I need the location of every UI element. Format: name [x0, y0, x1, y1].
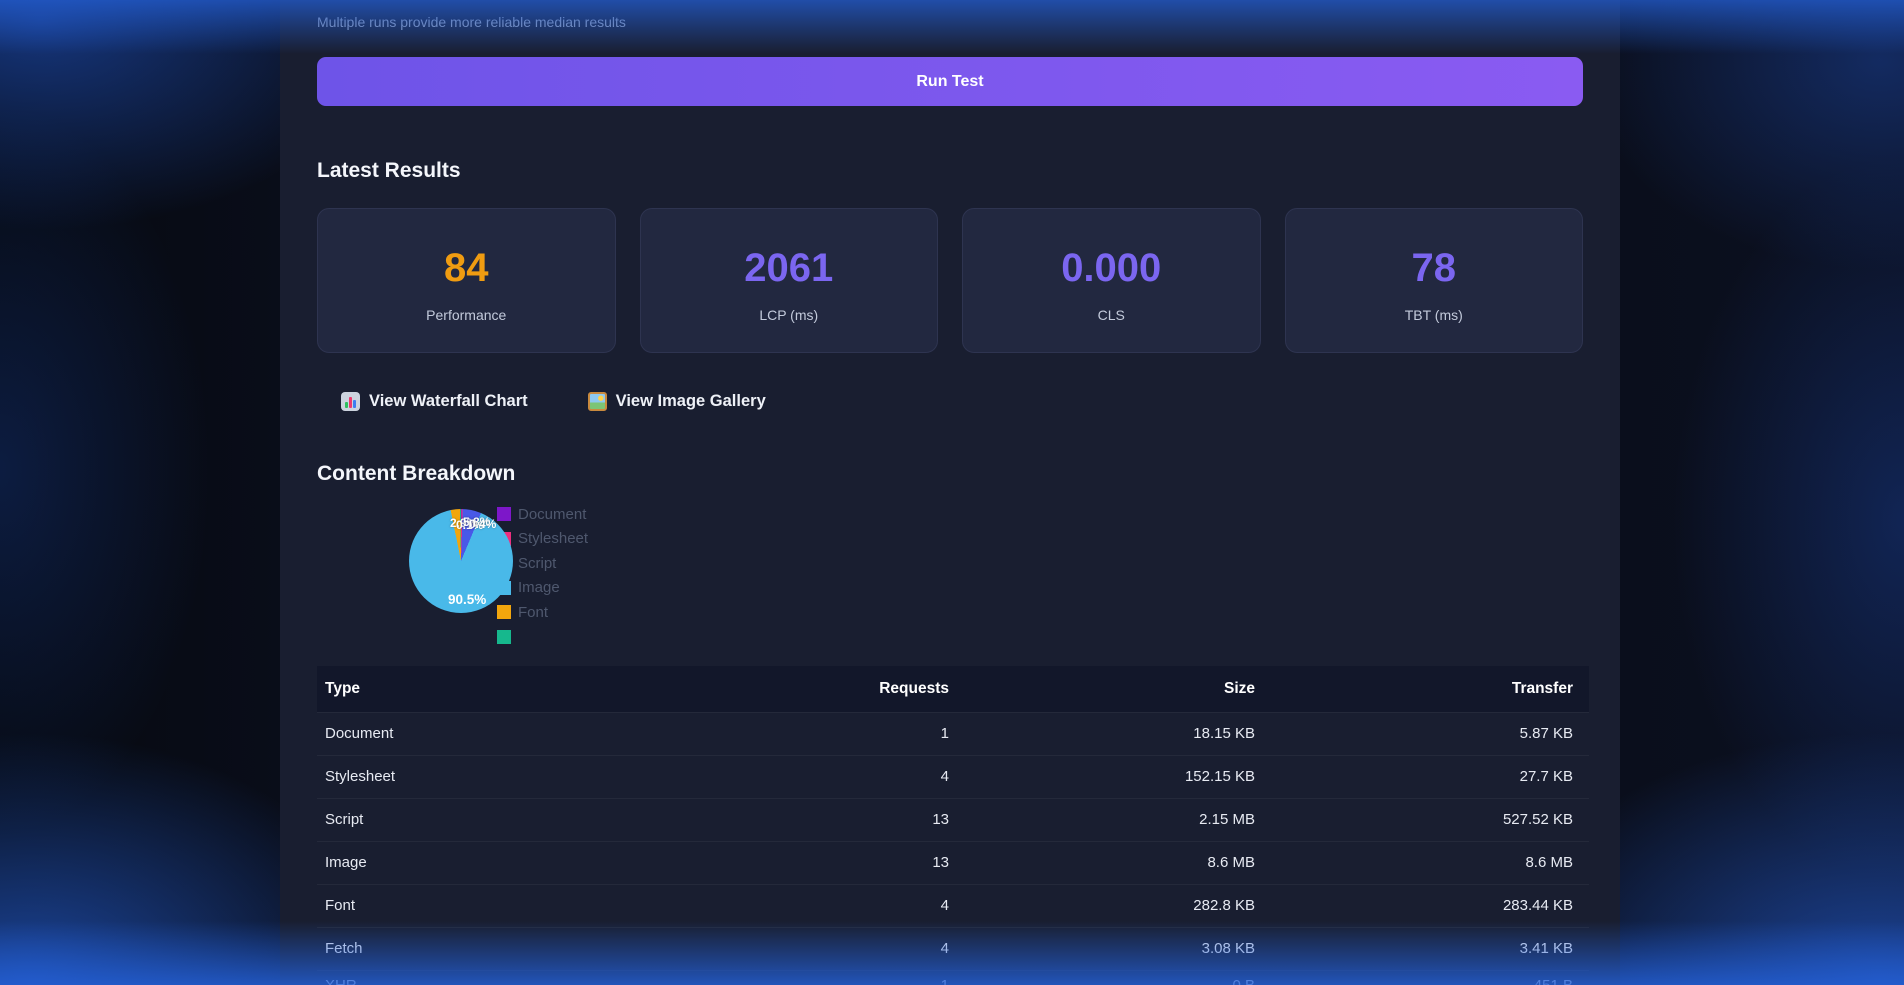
table-row: Stylesheet 4 152.15 KB 27.7 KB	[317, 754, 1589, 798]
content-area: Multiple runs provide more reliable medi…	[280, 0, 1620, 985]
cell-type: XHR	[317, 969, 637, 985]
legend-swatch-document	[497, 507, 511, 521]
view-waterfall-chart-label: View Waterfall Chart	[369, 392, 528, 410]
legend-item-font[interactable]: Font	[497, 603, 588, 621]
metric-card-tbt: 78 TBT (ms)	[1284, 208, 1583, 353]
legend-item-image[interactable]: Image	[497, 579, 588, 596]
cell-transfer: 5.87 KB	[1255, 711, 1589, 755]
column-header-type: Type	[317, 666, 637, 712]
legend-item-document[interactable]: Document	[497, 505, 588, 523]
cell-size: 282.8 KB	[949, 883, 1255, 927]
table-row: XHR 1 0 B 451 B	[317, 969, 1589, 985]
legend-swatch-fetch	[497, 629, 511, 644]
pie-percent-label: 2.9%	[450, 516, 478, 530]
cls-label: CLS	[1097, 307, 1125, 323]
cell-requests: 4	[637, 754, 949, 798]
cell-transfer: 27.7 KB	[1255, 754, 1589, 798]
pie-legend: Document Stylesheet Script Image Font	[497, 505, 589, 654]
lcp-label: LCP (ms)	[759, 307, 819, 323]
runs-hint-text: Multiple runs provide more reliable medi…	[317, 14, 626, 30]
cell-size: 8.6 MB	[949, 840, 1255, 884]
tbt-value: 78	[1411, 246, 1457, 290]
cell-type: Font	[317, 883, 637, 927]
cell-transfer: 451 B	[1255, 969, 1589, 985]
table-row: Script 13 2.15 MB 527.52 KB	[317, 797, 1589, 841]
performance-score-label: Performance	[426, 307, 507, 323]
main-panel: Multiple runs provide more reliable medi…	[280, 0, 1620, 985]
view-image-gallery-label: View Image Gallery	[615, 392, 766, 410]
cell-transfer: 3.41 KB	[1255, 926, 1589, 970]
table-row: Fetch 4 3.08 KB 3.41 KB	[317, 926, 1589, 970]
pie-percent-label: 5.8%	[463, 515, 491, 529]
tbt-label: TBT (ms)	[1404, 307, 1463, 323]
metric-card-lcp: 2061 LCP (ms)	[639, 208, 938, 353]
cell-size: 0 B	[949, 969, 1255, 985]
lcp-value: 2061	[744, 246, 834, 290]
latest-results-heading: Latest Results	[317, 159, 461, 182]
legend-label-script: Script	[518, 554, 557, 572]
legend-item-fetch[interactable]	[497, 629, 588, 644]
bar-chart-icon	[341, 392, 360, 411]
cell-transfer: 527.52 KB	[1255, 797, 1589, 841]
table-row: Font 4 282.8 KB 283.44 KB	[317, 883, 1589, 927]
metric-cards: 84 Performance 2061 LCP (ms) 0.000 CLS 7…	[317, 208, 1583, 353]
run-test-button[interactable]: Run Test	[317, 57, 1583, 106]
view-image-gallery-link[interactable]: View Image Gallery	[587, 392, 766, 411]
cell-type: Fetch	[317, 926, 637, 970]
performance-score-value: 84	[444, 246, 489, 290]
cell-requests: 1	[637, 969, 949, 985]
column-header-requests: Requests	[637, 666, 949, 712]
cell-requests: 4	[637, 883, 949, 927]
table-row: Image 13 8.6 MB 8.6 MB	[317, 840, 1589, 884]
cell-type: Image	[317, 840, 637, 884]
table-row: Document 1 18.15 KB 5.87 KB	[317, 711, 1589, 755]
cell-transfer: 8.6 MB	[1255, 840, 1589, 884]
cell-requests: 1	[637, 711, 949, 755]
pie-percent-label: 0.4%	[469, 517, 497, 531]
column-header-size: Size	[949, 666, 1255, 712]
cell-size: 3.08 KB	[949, 926, 1255, 970]
column-header-transfer: Transfer	[1255, 666, 1589, 712]
pie-image-percent-label: 90.5%	[448, 592, 487, 607]
cell-size: 18.15 KB	[949, 711, 1255, 755]
cell-type: Document	[317, 711, 637, 755]
content-breakdown-chart: Document Stylesheet Script Image Font	[317, 502, 1583, 664]
content-breakdown-table: Type Requests Size Transfer Document 1 1…	[317, 666, 1589, 985]
cell-size: 152.15 KB	[949, 754, 1255, 798]
legend-label-font: Font	[518, 603, 549, 621]
pie-chart[interactable]	[409, 509, 513, 613]
cls-value: 0.000	[1061, 246, 1162, 290]
legend-swatch-font	[497, 605, 511, 619]
cell-type: Script	[317, 797, 637, 841]
cell-requests: 13	[637, 840, 949, 884]
cell-requests: 4	[637, 926, 949, 970]
view-waterfall-chart-link[interactable]: View Waterfall Chart	[341, 392, 528, 411]
result-links: View Waterfall Chart View Image Gallery	[317, 390, 1583, 413]
legend-label-document: Document	[518, 505, 587, 523]
legend-item-stylesheet[interactable]: Stylesheet	[497, 530, 589, 547]
cell-requests: 13	[637, 797, 949, 841]
content-breakdown-heading: Content Breakdown	[317, 462, 516, 485]
cell-type: Stylesheet	[317, 754, 637, 798]
cell-transfer: 283.44 KB	[1255, 883, 1589, 927]
metric-card-cls: 0.000 CLS	[962, 208, 1261, 353]
table-header-row: Type Requests Size Transfer	[317, 666, 1589, 712]
metric-card-performance: 84 Performance	[317, 208, 616, 353]
cell-size: 2.15 MB	[949, 797, 1255, 841]
legend-label-image: Image	[518, 579, 560, 596]
image-gallery-icon	[587, 392, 607, 411]
pie-percent-label: 0.1%	[456, 518, 484, 532]
legend-label-stylesheet: Stylesheet	[518, 530, 589, 547]
